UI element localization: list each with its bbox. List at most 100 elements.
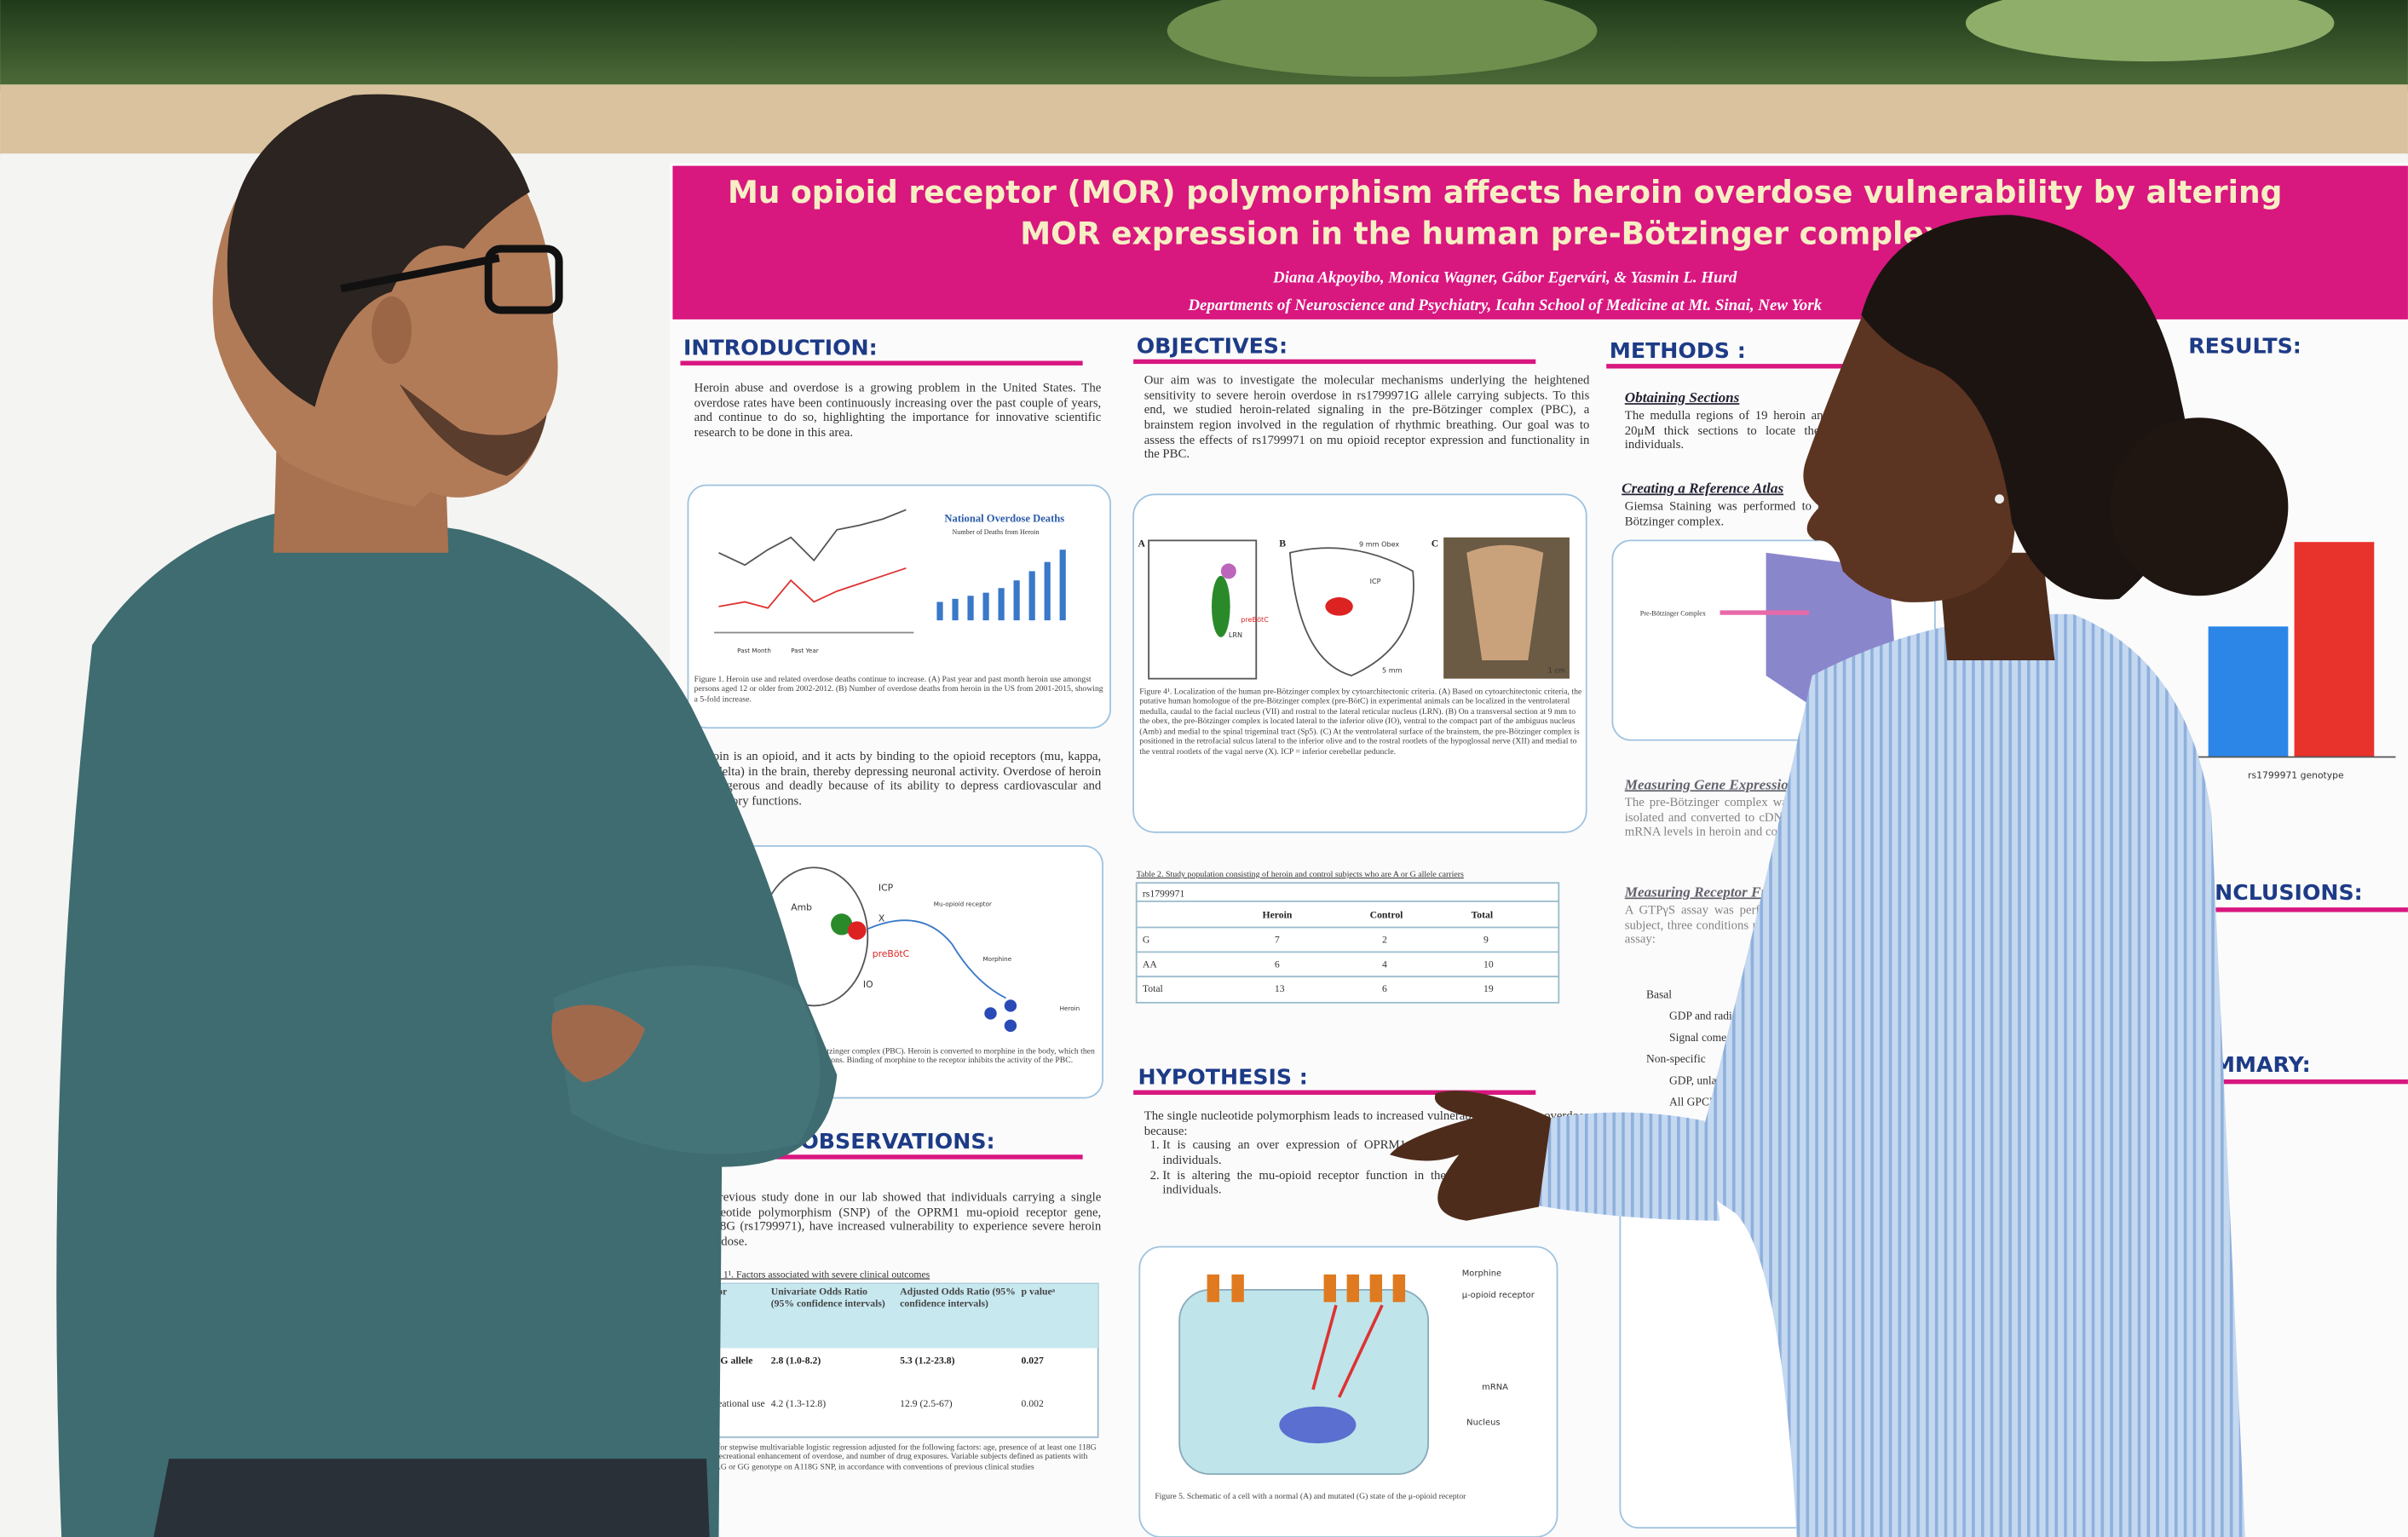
paragraph: Our aim was to investigate the molecular… [1144, 372, 1590, 462]
brainstem [1466, 544, 1544, 660]
figure-label: LRN [1229, 630, 1242, 639]
pants [153, 1459, 710, 1537]
nucleus [847, 921, 867, 940]
paragraph-box: Heroin abuse and overdose is a growing p… [694, 381, 1102, 440]
figure-title: National Overdose Deaths [944, 513, 1064, 525]
subheading: Creating a Reference Atlas [1622, 481, 1783, 497]
paragraph-box: Heroin is an opioid, and it acts by bind… [694, 749, 1102, 808]
caption-box: Figure 2. Heroin overdose in the pre-Böt… [694, 1047, 1095, 1066]
table-cell: 19 [1483, 983, 1494, 994]
hand [551, 1005, 645, 1083]
cell [1178, 1288, 1430, 1476]
receptors [1207, 1274, 1406, 1303]
receptor [1346, 1274, 1360, 1303]
caption: Figure 5. Schematic of a cell with a nor… [1155, 1492, 1466, 1502]
foliage [1167, 0, 1598, 78]
receptor [1207, 1274, 1220, 1303]
ear [372, 296, 412, 365]
figure-label: 1 cm [1548, 665, 1565, 674]
subheading: Measuring Gene Expression [1624, 776, 1797, 792]
caption-box: Figure 5. Schematic of a cell with a nor… [1155, 1492, 1466, 1502]
molecule [1004, 999, 1017, 1012]
shirt [56, 506, 838, 1537]
footnote: ᵃ Used for stepwise multivariable logist… [694, 1443, 1097, 1473]
section-heading: OBJECTIVES: [1137, 334, 1288, 359]
rule [1133, 359, 1536, 365]
section-heading: RESULTS: [2188, 334, 2301, 359]
bar [2294, 542, 2375, 757]
figure-label: ICP [879, 882, 894, 893]
table-cell: 2 [1382, 935, 1387, 946]
foliage [1965, 0, 2335, 62]
pathway [867, 919, 1006, 999]
hand [1390, 1091, 1552, 1221]
figure-bars [936, 550, 1066, 621]
glasses-lens [484, 245, 563, 314]
paragraph-box: Our aim was to investigate the molecular… [1144, 372, 1590, 462]
header-cell-box: p valueᵃ [1021, 1287, 1056, 1298]
shirt [1689, 613, 2245, 1537]
table [1135, 882, 1560, 1004]
table-caption: Table 2. Study population consisting of … [1137, 870, 1464, 879]
figure-label: preBötC [873, 948, 909, 959]
figure-bar [1044, 561, 1051, 621]
figure-label: mRNA [1482, 1383, 1508, 1392]
figure-drawing [1288, 547, 1414, 676]
molecule [984, 1007, 997, 1020]
table-cell: 5.3 (1.2-23.8) [900, 1355, 954, 1366]
figure-bar [1028, 571, 1035, 621]
receptor [1392, 1274, 1406, 1303]
figure-drawing [1148, 539, 1258, 680]
table-cell: 4.2 (1.3-12.8) [771, 1398, 826, 1409]
section-heading: HYPOTHESIS : [1138, 1064, 1308, 1089]
authors: Diana Akpoyibo, Monica Wagner, Gábor Ege… [1272, 269, 1737, 287]
figure-bar [936, 602, 943, 621]
nucleus [1279, 1406, 1357, 1444]
legend-entry: Past Year [791, 647, 819, 654]
table-cell: 2.8 (1.0-8.2) [771, 1355, 821, 1366]
molecule [1004, 1019, 1017, 1033]
hair [1861, 215, 2189, 600]
table-cell: 7 [1275, 935, 1280, 946]
man [56, 94, 838, 1537]
paragraph: Heroin is an opioid, and it acts by bind… [694, 749, 1102, 808]
table-cell: AA [1143, 958, 1157, 970]
figure-label: C [1432, 538, 1438, 550]
figure-label: Morphine [1462, 1269, 1501, 1279]
header-cell: Adjusted Odds Ratio (95% confidence inte… [900, 1287, 1016, 1310]
bullet-item: Non-specific [1646, 1052, 1706, 1065]
table-caption: Table 1¹. Factors associated with severe… [699, 1269, 930, 1280]
table-cells: rs1799971 Heroin Control Total G 7 2 9 AA 6 4 10 Tot… [1136, 888, 1559, 994]
table-cell: rs1799971 [1143, 888, 1185, 899]
figure-line [718, 509, 907, 567]
header-cell: Total [1472, 910, 1494, 921]
nucleus [1212, 575, 1230, 637]
table-cell: 0.027 [1022, 1355, 1044, 1366]
rule [680, 360, 1083, 366]
legend-entry: Past Month [737, 647, 771, 654]
nucleus [1220, 563, 1236, 579]
figure-box [687, 484, 1111, 729]
paragraph: A previous study done in our lab showed … [699, 1189, 1102, 1249]
rule [1606, 364, 1990, 369]
table-cell: 6 [1382, 983, 1387, 994]
figure-label: Amb [791, 902, 812, 913]
beard [399, 383, 547, 476]
rule [680, 1154, 1083, 1160]
arrow [1337, 1304, 1384, 1398]
table-cell: Total [1143, 983, 1164, 994]
figure-bar [1013, 580, 1020, 621]
header-cell: p valueᵃ [1021, 1287, 1056, 1298]
figure-label: IO [863, 979, 873, 990]
figure-subtitle: Number of Deaths from Heroin [952, 528, 1039, 536]
woman [1390, 215, 2289, 1537]
receptor [1323, 1274, 1336, 1303]
table-cell: 9 [1483, 935, 1489, 946]
sleeve [1535, 1112, 1720, 1221]
figure-label: 9 mm Obex [1359, 540, 1399, 549]
axis-label: rs1799971 genotype [2248, 770, 2344, 781]
nucleus [831, 913, 853, 935]
figure-label: Nucleus [1466, 1418, 1500, 1427]
subheading: Measuring Receptor Function [1624, 884, 1807, 900]
